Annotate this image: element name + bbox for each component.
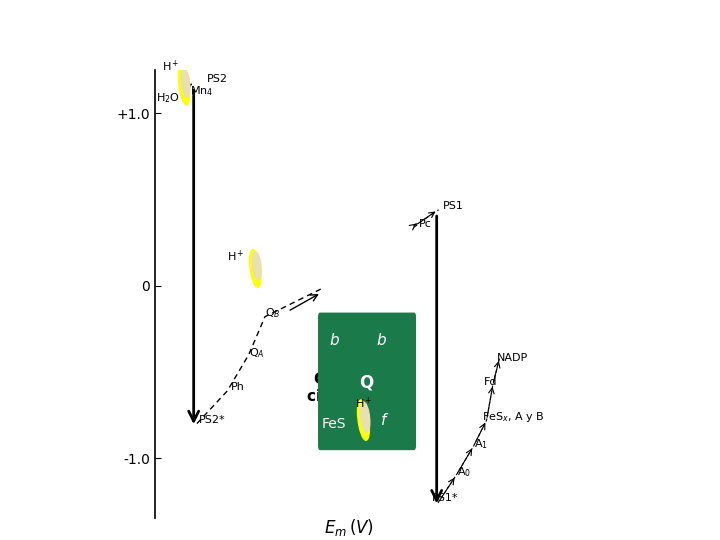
FancyBboxPatch shape [319, 313, 415, 449]
Text: Los transportadores de electrones se organizan: Los transportadores de electrones se org… [7, 23, 609, 43]
Text: H$^+$: H$^+$ [227, 249, 245, 264]
Text: Q: Q [359, 373, 374, 391]
Text: según su potencial de reducción: según su potencial de reducción [7, 51, 414, 72]
Text: PS2: PS2 [207, 74, 228, 84]
Text: Mn$_4$: Mn$_4$ [190, 84, 213, 98]
Text: $E_m\,(V)$: $E_m\,(V)$ [324, 517, 374, 538]
Text: FeS$_x$, A y B: FeS$_x$, A y B [482, 410, 544, 424]
Ellipse shape [253, 252, 261, 280]
Text: Complejo
citocromo: Complejo citocromo [307, 372, 397, 404]
Text: H$_2$O: H$_2$O [156, 91, 180, 105]
Text: Ph: Ph [231, 382, 245, 393]
Text: NADP: NADP [497, 353, 528, 363]
Text: PS1: PS1 [444, 201, 464, 211]
Text: PS1*: PS1* [432, 492, 459, 503]
Ellipse shape [181, 69, 190, 97]
Text: f: f [381, 413, 386, 428]
Text: Q$_B$: Q$_B$ [265, 306, 281, 320]
Ellipse shape [250, 249, 261, 287]
Ellipse shape [361, 402, 370, 432]
Text: Fd: Fd [484, 377, 498, 387]
Text: A$_0$: A$_0$ [457, 465, 472, 479]
Ellipse shape [179, 67, 189, 105]
Text: PS2*: PS2* [199, 415, 225, 425]
Text: FeS: FeS [322, 416, 346, 430]
Text: Q$_A$: Q$_A$ [249, 346, 265, 360]
Text: H$^+$: H$^+$ [355, 395, 372, 410]
Text: A$_1$: A$_1$ [474, 437, 487, 451]
Text: H$^+$: H$^+$ [162, 59, 180, 75]
Text: b: b [377, 333, 387, 348]
Text: Pc: Pc [418, 219, 431, 228]
Text: b: b [330, 333, 339, 348]
Text: b6f: b6f [375, 393, 403, 408]
Ellipse shape [358, 400, 369, 440]
